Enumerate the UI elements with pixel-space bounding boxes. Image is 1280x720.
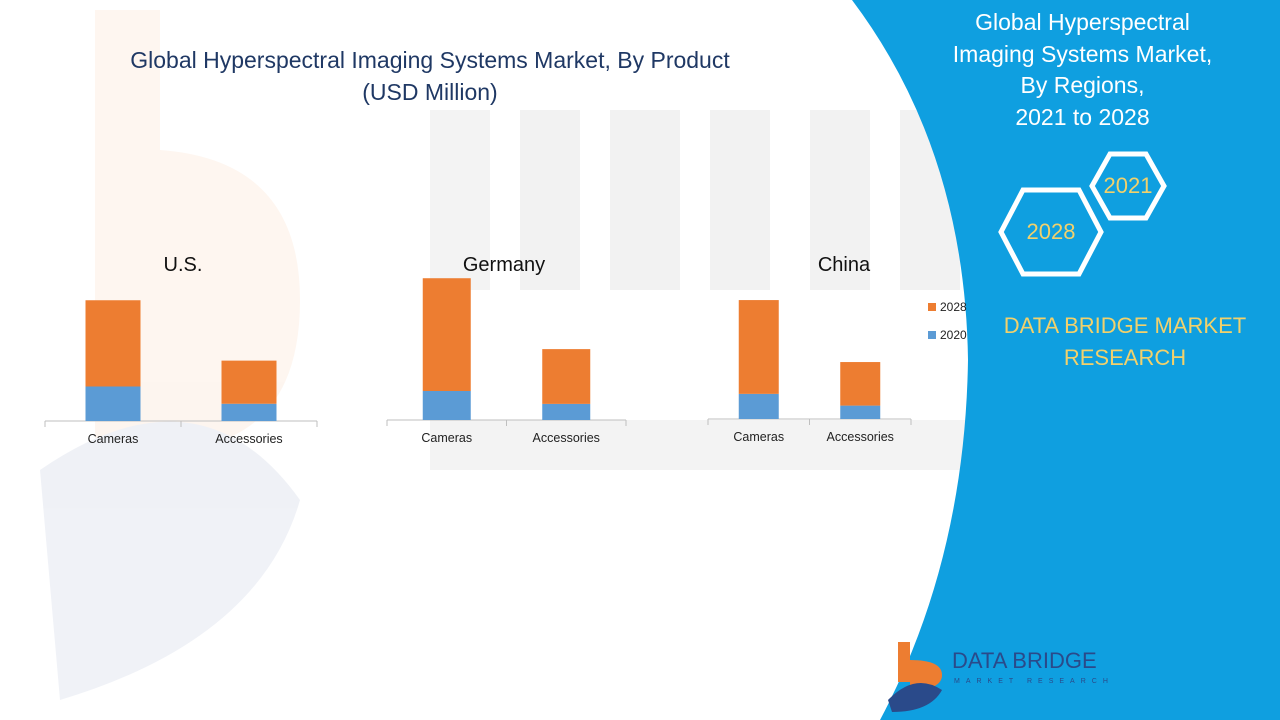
brand-line-2: RESEARCH xyxy=(1063,345,1187,370)
bar-us-cameras-2028 xyxy=(85,300,141,387)
bar-germany-accessories-2028 xyxy=(542,349,591,404)
logo-subtext: MARKET RESEARCH xyxy=(954,678,1114,685)
x-tick-label: Cameras xyxy=(88,432,139,446)
bar-china-cameras-2020 xyxy=(738,393,779,419)
side-title-line-1: Global Hyperspectral xyxy=(975,9,1190,35)
bar-china-cameras-2028 xyxy=(738,300,779,394)
legend-label-2020: 2020 xyxy=(940,328,967,342)
page-title: Global Hyperspectral Imaging Systems Mar… xyxy=(130,47,730,105)
legend-swatch-2020 xyxy=(928,331,936,339)
brand-line-1: DATA BRIDGE MARKET xyxy=(1003,313,1247,338)
hexagon-label-2021: 2021 xyxy=(1103,173,1153,198)
chart-title-china: China xyxy=(817,254,871,276)
chart-title-germany: Germany xyxy=(462,254,546,276)
bar-us-cameras-2020 xyxy=(85,386,141,421)
bar-germany-accessories-2020 xyxy=(542,403,591,420)
x-tick-label: Accessories xyxy=(827,430,894,444)
side-title: Global Hyperspectral Imaging Systems Mar… xyxy=(930,7,1235,133)
logo-text: DATA BRIDGE xyxy=(952,648,1097,673)
hexagon-label-2028: 2028 xyxy=(1026,219,1076,244)
bar-us-accessories-2028 xyxy=(221,360,277,404)
bar-germany-cameras-2020 xyxy=(422,391,471,420)
bar-germany-cameras-2028 xyxy=(422,278,471,391)
chart-title-us: U.S. xyxy=(163,254,203,276)
side-title-line-4: 2021 to 2028 xyxy=(1015,103,1150,130)
bar-us-accessories-2020 xyxy=(221,403,277,421)
side-title-line-3: By Regions, xyxy=(1020,72,1145,98)
x-tick-label: Cameras xyxy=(733,430,784,444)
x-tick-label: Accessories xyxy=(215,432,282,446)
legend-item-2028: 2028 xyxy=(928,300,967,314)
x-tick-label: Accessories xyxy=(533,431,600,445)
legend-swatch-2028 xyxy=(928,303,936,311)
brand-text: DATA BRIDGE MARKET RESEARCH xyxy=(985,310,1265,374)
x-tick-label: Cameras xyxy=(421,431,472,445)
bar-china-accessories-2020 xyxy=(840,405,881,419)
legend-item-2020: 2020 xyxy=(928,328,967,342)
legend: 2028 2020 xyxy=(928,300,967,356)
legend-label-2028: 2028 xyxy=(940,300,967,314)
side-title-line-2: Imaging Systems Market, xyxy=(952,40,1213,67)
bar-china-accessories-2028 xyxy=(840,362,881,406)
